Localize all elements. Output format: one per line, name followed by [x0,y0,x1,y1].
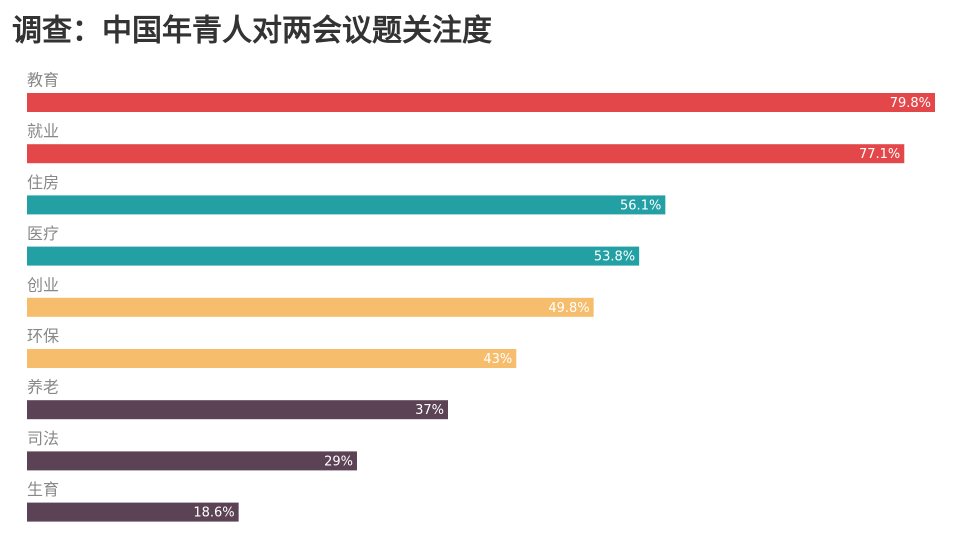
category-label: 环保 [27,327,59,346]
value-label: 53.8% [594,250,635,265]
category-label: 医疗 [27,224,59,243]
value-label: 29% [324,454,353,469]
category-label: 教育 [27,71,59,90]
bar [27,93,935,112]
category-label: 就业 [27,122,59,141]
value-label: 77.1% [859,147,900,162]
value-label: 79.8% [890,96,931,111]
value-label: 56.1% [620,198,661,213]
bar [27,195,666,215]
bar [27,349,517,368]
bar [27,451,357,471]
chart-title: 调查：中国年青人对两会议题关注度 [12,14,492,49]
bar [27,144,905,164]
category-label: 住房 [27,173,59,192]
bar [27,246,640,266]
bar [27,297,594,317]
bar [27,400,449,420]
value-label: 18.6% [193,506,234,521]
value-label: 43% [483,352,512,367]
value-label: 49.8% [548,301,589,316]
value-label: 37% [415,403,444,418]
bar [27,502,239,522]
category-label: 生育 [27,480,59,499]
category-label: 创业 [27,275,59,294]
category-label: 司法 [27,429,59,448]
category-label: 养老 [27,378,59,397]
